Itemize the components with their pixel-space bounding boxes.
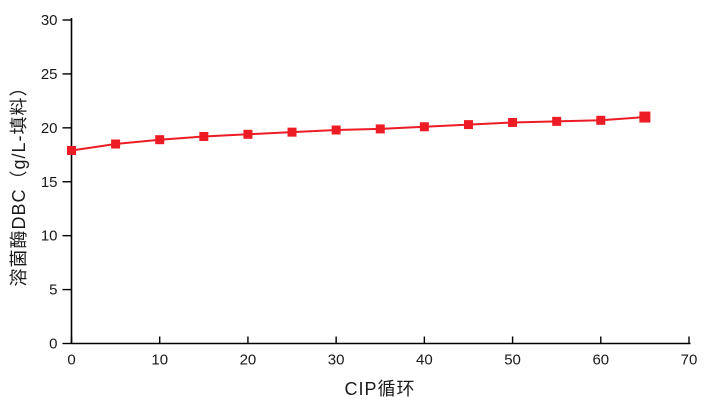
x-tick-label: 0 — [67, 352, 75, 369]
y-axis-title: 溶菌酶DBC（g/L-填料） — [9, 77, 29, 287]
data-point-marker — [287, 127, 297, 137]
y-tick-label: 20 — [41, 120, 58, 137]
data-point-marker — [199, 131, 209, 141]
x-tick-label: 70 — [681, 352, 698, 369]
y-tick-label: 15 — [41, 174, 58, 191]
data-point-marker — [111, 139, 121, 149]
y-tick-label: 30 — [41, 12, 58, 29]
data-point-marker — [552, 116, 562, 126]
x-tick-label: 30 — [328, 352, 345, 369]
x-tick-label: 20 — [240, 352, 257, 369]
data-point-marker — [375, 124, 385, 134]
y-tick-label: 5 — [49, 282, 57, 299]
data-point-marker — [639, 111, 651, 123]
x-axis-title: CIP循环 — [344, 379, 416, 399]
y-tick-label: 10 — [41, 228, 58, 245]
data-point-marker — [67, 145, 76, 155]
data-point-marker — [508, 117, 518, 127]
y-tick-label: 25 — [41, 66, 58, 83]
y-tick-label: 0 — [49, 336, 57, 353]
x-tick-label: 40 — [416, 352, 433, 369]
x-tick-label: 10 — [151, 352, 168, 369]
x-tick-label: 50 — [504, 352, 521, 369]
data-point-marker — [243, 129, 253, 139]
data-point-marker — [596, 115, 606, 125]
data-point-marker — [331, 125, 341, 135]
data-point-marker — [463, 120, 473, 130]
data-point-marker — [155, 135, 165, 145]
x-tick-label: 60 — [592, 352, 609, 369]
data-line — [70, 116, 646, 152]
data-point-marker — [419, 122, 429, 132]
